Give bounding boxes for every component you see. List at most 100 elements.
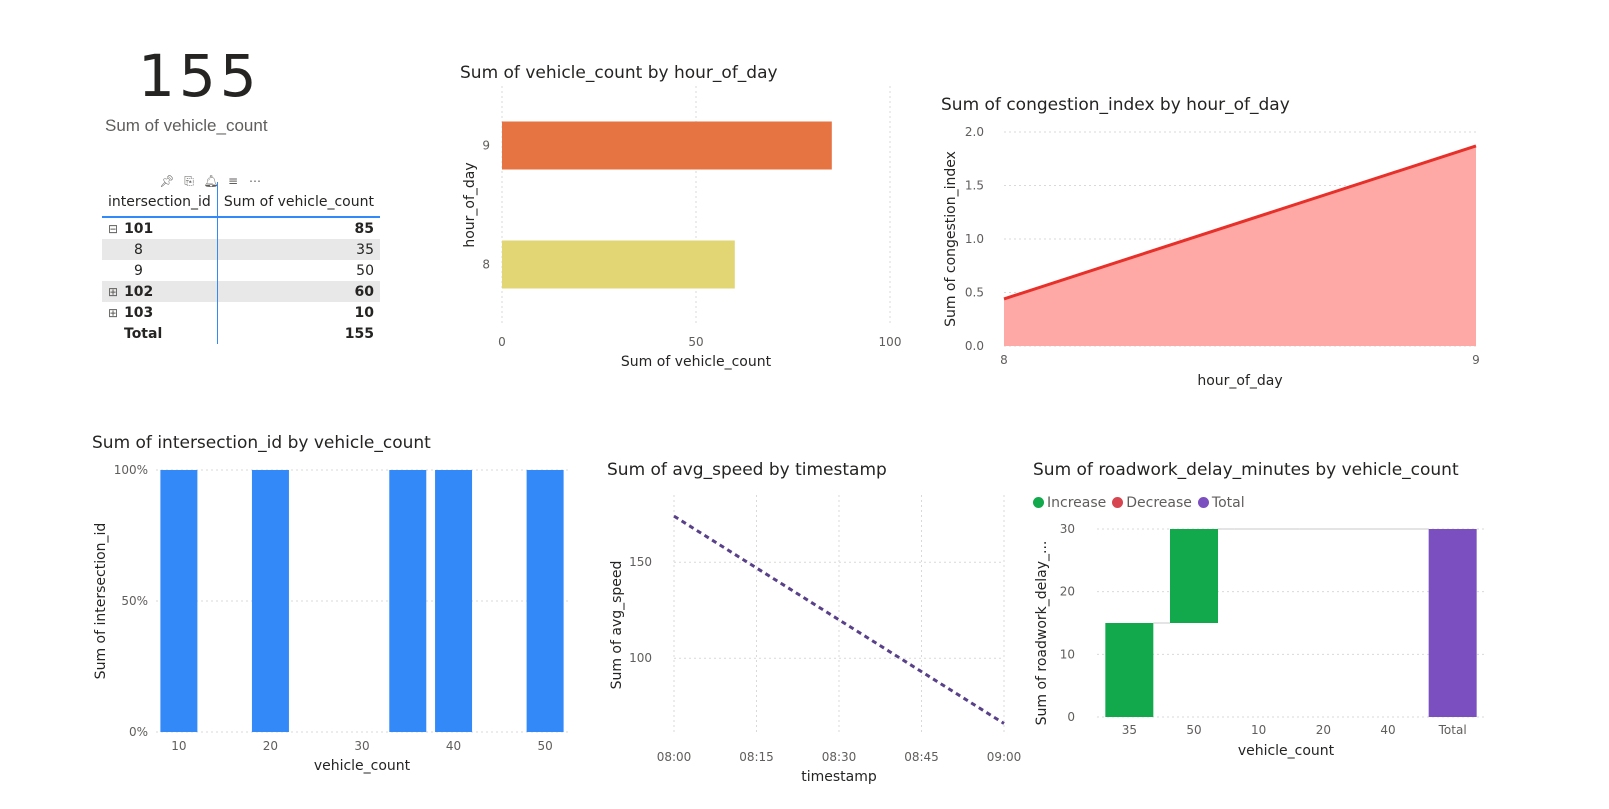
matrix-row-label-text: Total [124, 325, 163, 342]
x-axis-title: Sum of vehicle_count [621, 354, 772, 370]
matrix-row-label: 8 [102, 239, 217, 260]
x-tick-label: Total [1438, 723, 1467, 737]
x-tick-label: 08:45 [904, 750, 939, 764]
matrix-row-label-text: 102 [124, 283, 154, 300]
y-tick-label: 1.0 [965, 232, 984, 246]
x-tick-label: 50 [688, 335, 703, 349]
bar [160, 470, 198, 732]
area-fill [1004, 145, 1476, 346]
line-chart-speed-by-timestamp: 08:00 08:15 08:30 08:45 09:00 100 150 timestamp… [609, 495, 1022, 785]
x-axis-title: vehicle_count [314, 758, 411, 774]
waterfall-chart-delay-by-vehicle: 0 10 20 30 35 50 10 20 40 Total vehicle_count Sum o… [1034, 522, 1485, 759]
matrix-row-value: 85 [216, 217, 380, 239]
matrix-total-row[interactable]: Total 155 [102, 323, 380, 344]
matrix-row-label: Total [102, 323, 217, 344]
kpi-label: Sum of vehicle_count [105, 116, 268, 135]
bar [1428, 529, 1477, 717]
bar [526, 470, 564, 732]
x-axis-title: timestamp [801, 769, 877, 785]
y-tick-label: 0% [129, 725, 148, 739]
bar [251, 470, 289, 732]
bar [1170, 529, 1218, 623]
legend-dot-icon [1197, 497, 1209, 508]
x-axis-title: vehicle_count [1238, 743, 1335, 759]
y-tick-label: 1.5 [965, 179, 984, 193]
matrix-row[interactable]: 8 35 [102, 239, 380, 260]
filter-icon[interactable]: ≡ [227, 174, 239, 188]
series-line [1003, 144, 1477, 301]
y-axis-title: Sum of intersection_id [93, 523, 109, 680]
chart-title-delay-by-vehicle: Sum of roadwork_delay_minutes by vehicle… [1033, 460, 1459, 480]
y-tick-label: 2.0 [965, 125, 984, 139]
matrix-row-label-text: 101 [124, 220, 154, 237]
y-axis-title: hour_of_day [462, 162, 478, 247]
chart-title-congestion-by-hour: Sum of congestion_index by hour_of_day [941, 95, 1290, 115]
bar [389, 470, 427, 732]
matrix-row-label-text: 103 [124, 304, 154, 321]
y-tick-label: 8 [482, 258, 490, 272]
matrix-header-intersection[interactable]: intersection_id [108, 194, 211, 210]
y-tick-label: 150 [629, 555, 652, 569]
matrix-row-label: ⊞ 103 [102, 302, 217, 323]
x-tick-label: 10 [171, 739, 186, 753]
y-tick-label: 30 [1060, 522, 1075, 536]
x-tick-label: 50 [537, 739, 552, 753]
matrix-row-label: ⊞ 102 [102, 281, 217, 302]
copy-icon[interactable]: ⎘ [184, 174, 194, 188]
area-chart-congestion-by-hour: 0.0 0.5 1.0 1.5 2.0 8 9 hour_of_day Sum of conge… [943, 125, 1480, 389]
collapse-icon[interactable]: ⊟ [108, 221, 119, 236]
matrix-table: intersection_id Sum of vehicle_count ⊟ 10… [102, 182, 380, 344]
series-line [673, 514, 1005, 725]
x-tick-label: 50 [1186, 723, 1201, 737]
legend-dot-icon [1112, 497, 1124, 508]
matrix-row-value: 50 [216, 260, 380, 281]
bar [1105, 623, 1154, 717]
matrix-row-value: 10 [216, 302, 380, 323]
y-tick-label: 10 [1060, 647, 1075, 661]
expand-icon[interactable]: ⊞ [108, 305, 119, 320]
y-tick-label: 100% [114, 463, 148, 477]
pin-icon[interactable]: 📌︎ [159, 174, 175, 188]
column-chart-intersection-by-vehicle: 0% 50% 100% 10 20 30 40 50 vehicle_count Sum of i… [93, 463, 568, 774]
y-tick-label: 9 [482, 139, 490, 153]
legend-item[interactable]: Increase [1033, 495, 1106, 511]
bar [502, 240, 735, 289]
legend-item[interactable]: Total [1197, 495, 1245, 511]
matrix-visual: intersection_id Sum of vehicle_count ⊟ 10… [102, 182, 380, 344]
y-axis-title: Sum of congestion_index [943, 151, 959, 327]
matrix-row-label: 9 [102, 260, 217, 281]
legend-dot-icon [1033, 497, 1044, 508]
expand-icon[interactable]: ⊞ [108, 284, 119, 299]
matrix-row[interactable]: ⊟ 101 85 [102, 217, 380, 239]
legend-label: Increase [1047, 495, 1107, 511]
y-tick-label: 0.0 [965, 339, 984, 353]
bar-chart-vehicle-by-hour: 0 50 100 9 8 Sum of vehicle_count hour_of_day [462, 86, 902, 370]
matrix-header-vehicle-count[interactable]: Sum of vehicle_count [216, 182, 380, 217]
x-tick-label: 20 [263, 739, 278, 753]
x-tick-label: 08:00 [657, 750, 692, 764]
x-tick-label: 08:15 [739, 750, 774, 764]
matrix-row-label-text: 8 [134, 241, 143, 258]
x-tick-label: 10 [1251, 723, 1266, 737]
x-tick-label: 09:00 [987, 750, 1022, 764]
matrix-body: ⊟ 101 85 8 35 9 50 ⊞ 102 60 ⊞ 103 10 Total 155 [102, 217, 380, 344]
x-tick-label: 08:30 [822, 750, 857, 764]
legend-item[interactable]: Decrease [1112, 495, 1192, 511]
matrix-row-value: 35 [216, 239, 380, 260]
y-tick-label: 0 [1067, 710, 1075, 724]
matrix-row-value: 155 [216, 323, 380, 344]
x-tick-label: 0 [498, 335, 506, 349]
matrix-row[interactable]: ⊞ 103 10 [102, 302, 380, 323]
bell-icon[interactable]: 🔔︎ [203, 174, 219, 188]
y-axis-title: Sum of avg_speed [609, 561, 625, 690]
y-axis-title: Sum of roadwork_delay_... [1034, 541, 1050, 726]
x-tick-label: 9 [1472, 353, 1480, 367]
matrix-row-label-text: 9 [134, 262, 143, 279]
x-tick-label: 100 [879, 335, 902, 349]
matrix-row[interactable]: ⊞ 102 60 [102, 281, 380, 302]
y-tick-label: 0.5 [965, 286, 984, 300]
bar [435, 470, 473, 732]
x-tick-label: 30 [354, 739, 369, 753]
matrix-row-label: ⊟ 101 [102, 217, 217, 239]
matrix-row[interactable]: 9 50 [102, 260, 380, 281]
